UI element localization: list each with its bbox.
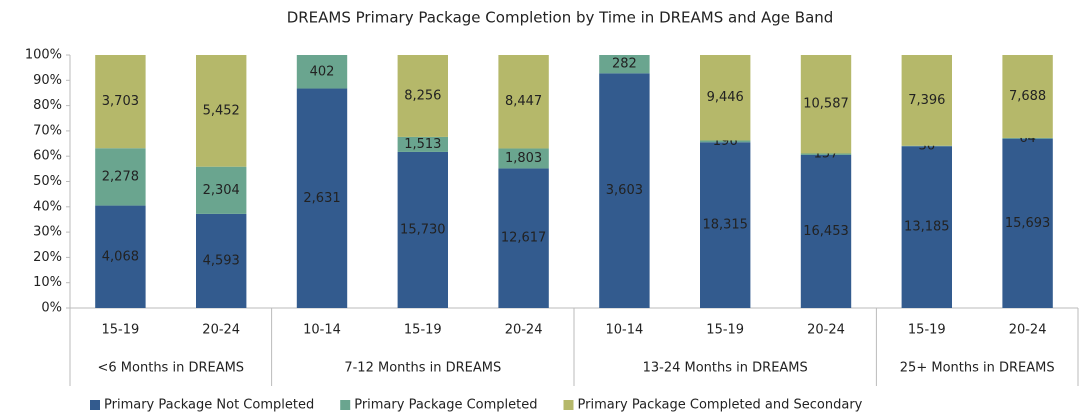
x-tick-label: 15-19 [706, 323, 744, 338]
y-tick-label: 80% [33, 98, 62, 113]
data-label: 402 [310, 64, 335, 79]
y-tick-label: 30% [33, 225, 62, 240]
y-tick-label: 10% [33, 275, 62, 290]
legend-swatch [564, 400, 574, 410]
data-label: 18,315 [702, 218, 748, 233]
data-label: 8,447 [505, 94, 542, 109]
data-label: 1,803 [505, 151, 542, 166]
y-tick-label: 100% [25, 48, 62, 63]
legend-label: Primary Package Completed and Secondary [578, 398, 863, 413]
data-label: 4,593 [203, 253, 240, 268]
legend-swatch [90, 400, 100, 410]
x-tick-label: 10-14 [303, 323, 341, 338]
legend-label: Primary Package Not Completed [104, 398, 314, 413]
data-label: 10,587 [803, 97, 849, 112]
data-label: 4,068 [102, 249, 139, 264]
data-label: 2,304 [203, 183, 240, 198]
legend-swatch [340, 400, 350, 410]
data-label: 1,513 [404, 137, 441, 152]
data-label: 7,688 [1009, 89, 1046, 104]
x-tick-label: 20-24 [505, 323, 543, 338]
x-tick-label: 15-19 [102, 323, 140, 338]
data-label: 2,278 [102, 169, 139, 184]
x-tick-label: 15-19 [404, 323, 442, 338]
chart-title: DREAMS Primary Package Completion by Tim… [287, 9, 834, 27]
data-label: 15,693 [1005, 216, 1051, 231]
y-tick-label: 90% [33, 73, 62, 88]
group-label: 7-12 Months in DREAMS [344, 361, 501, 376]
data-label: 282 [612, 57, 637, 72]
group-label: 25+ Months in DREAMS [900, 361, 1055, 376]
data-label: 13,185 [904, 220, 950, 235]
x-tick-label: 20-24 [1009, 323, 1047, 338]
x-tick-label: 20-24 [202, 323, 240, 338]
group-label: 13-24 Months in DREAMS [643, 361, 808, 376]
data-label: 16,453 [803, 224, 849, 239]
data-label: 8,256 [404, 88, 441, 103]
data-label: 2,631 [303, 191, 340, 206]
legend-label: Primary Package Completed [354, 398, 537, 413]
data-label: 15,730 [400, 222, 446, 237]
x-tick-label: 10-14 [606, 323, 644, 338]
data-label: 7,396 [908, 93, 945, 108]
y-tick-label: 0% [41, 301, 62, 316]
data-label: 5,452 [203, 103, 240, 118]
y-tick-label: 70% [33, 123, 62, 138]
data-label: 3,703 [102, 94, 139, 109]
y-tick-label: 60% [33, 149, 62, 164]
data-label: 3,603 [606, 183, 643, 198]
y-tick-label: 20% [33, 250, 62, 265]
x-tick-label: 20-24 [807, 323, 845, 338]
y-tick-label: 50% [33, 174, 62, 189]
x-tick-label: 15-19 [908, 323, 946, 338]
y-tick-label: 40% [33, 199, 62, 214]
data-label: 12,617 [501, 231, 547, 246]
data-label: 9,446 [707, 90, 744, 105]
group-label: <6 Months in DREAMS [98, 361, 245, 376]
